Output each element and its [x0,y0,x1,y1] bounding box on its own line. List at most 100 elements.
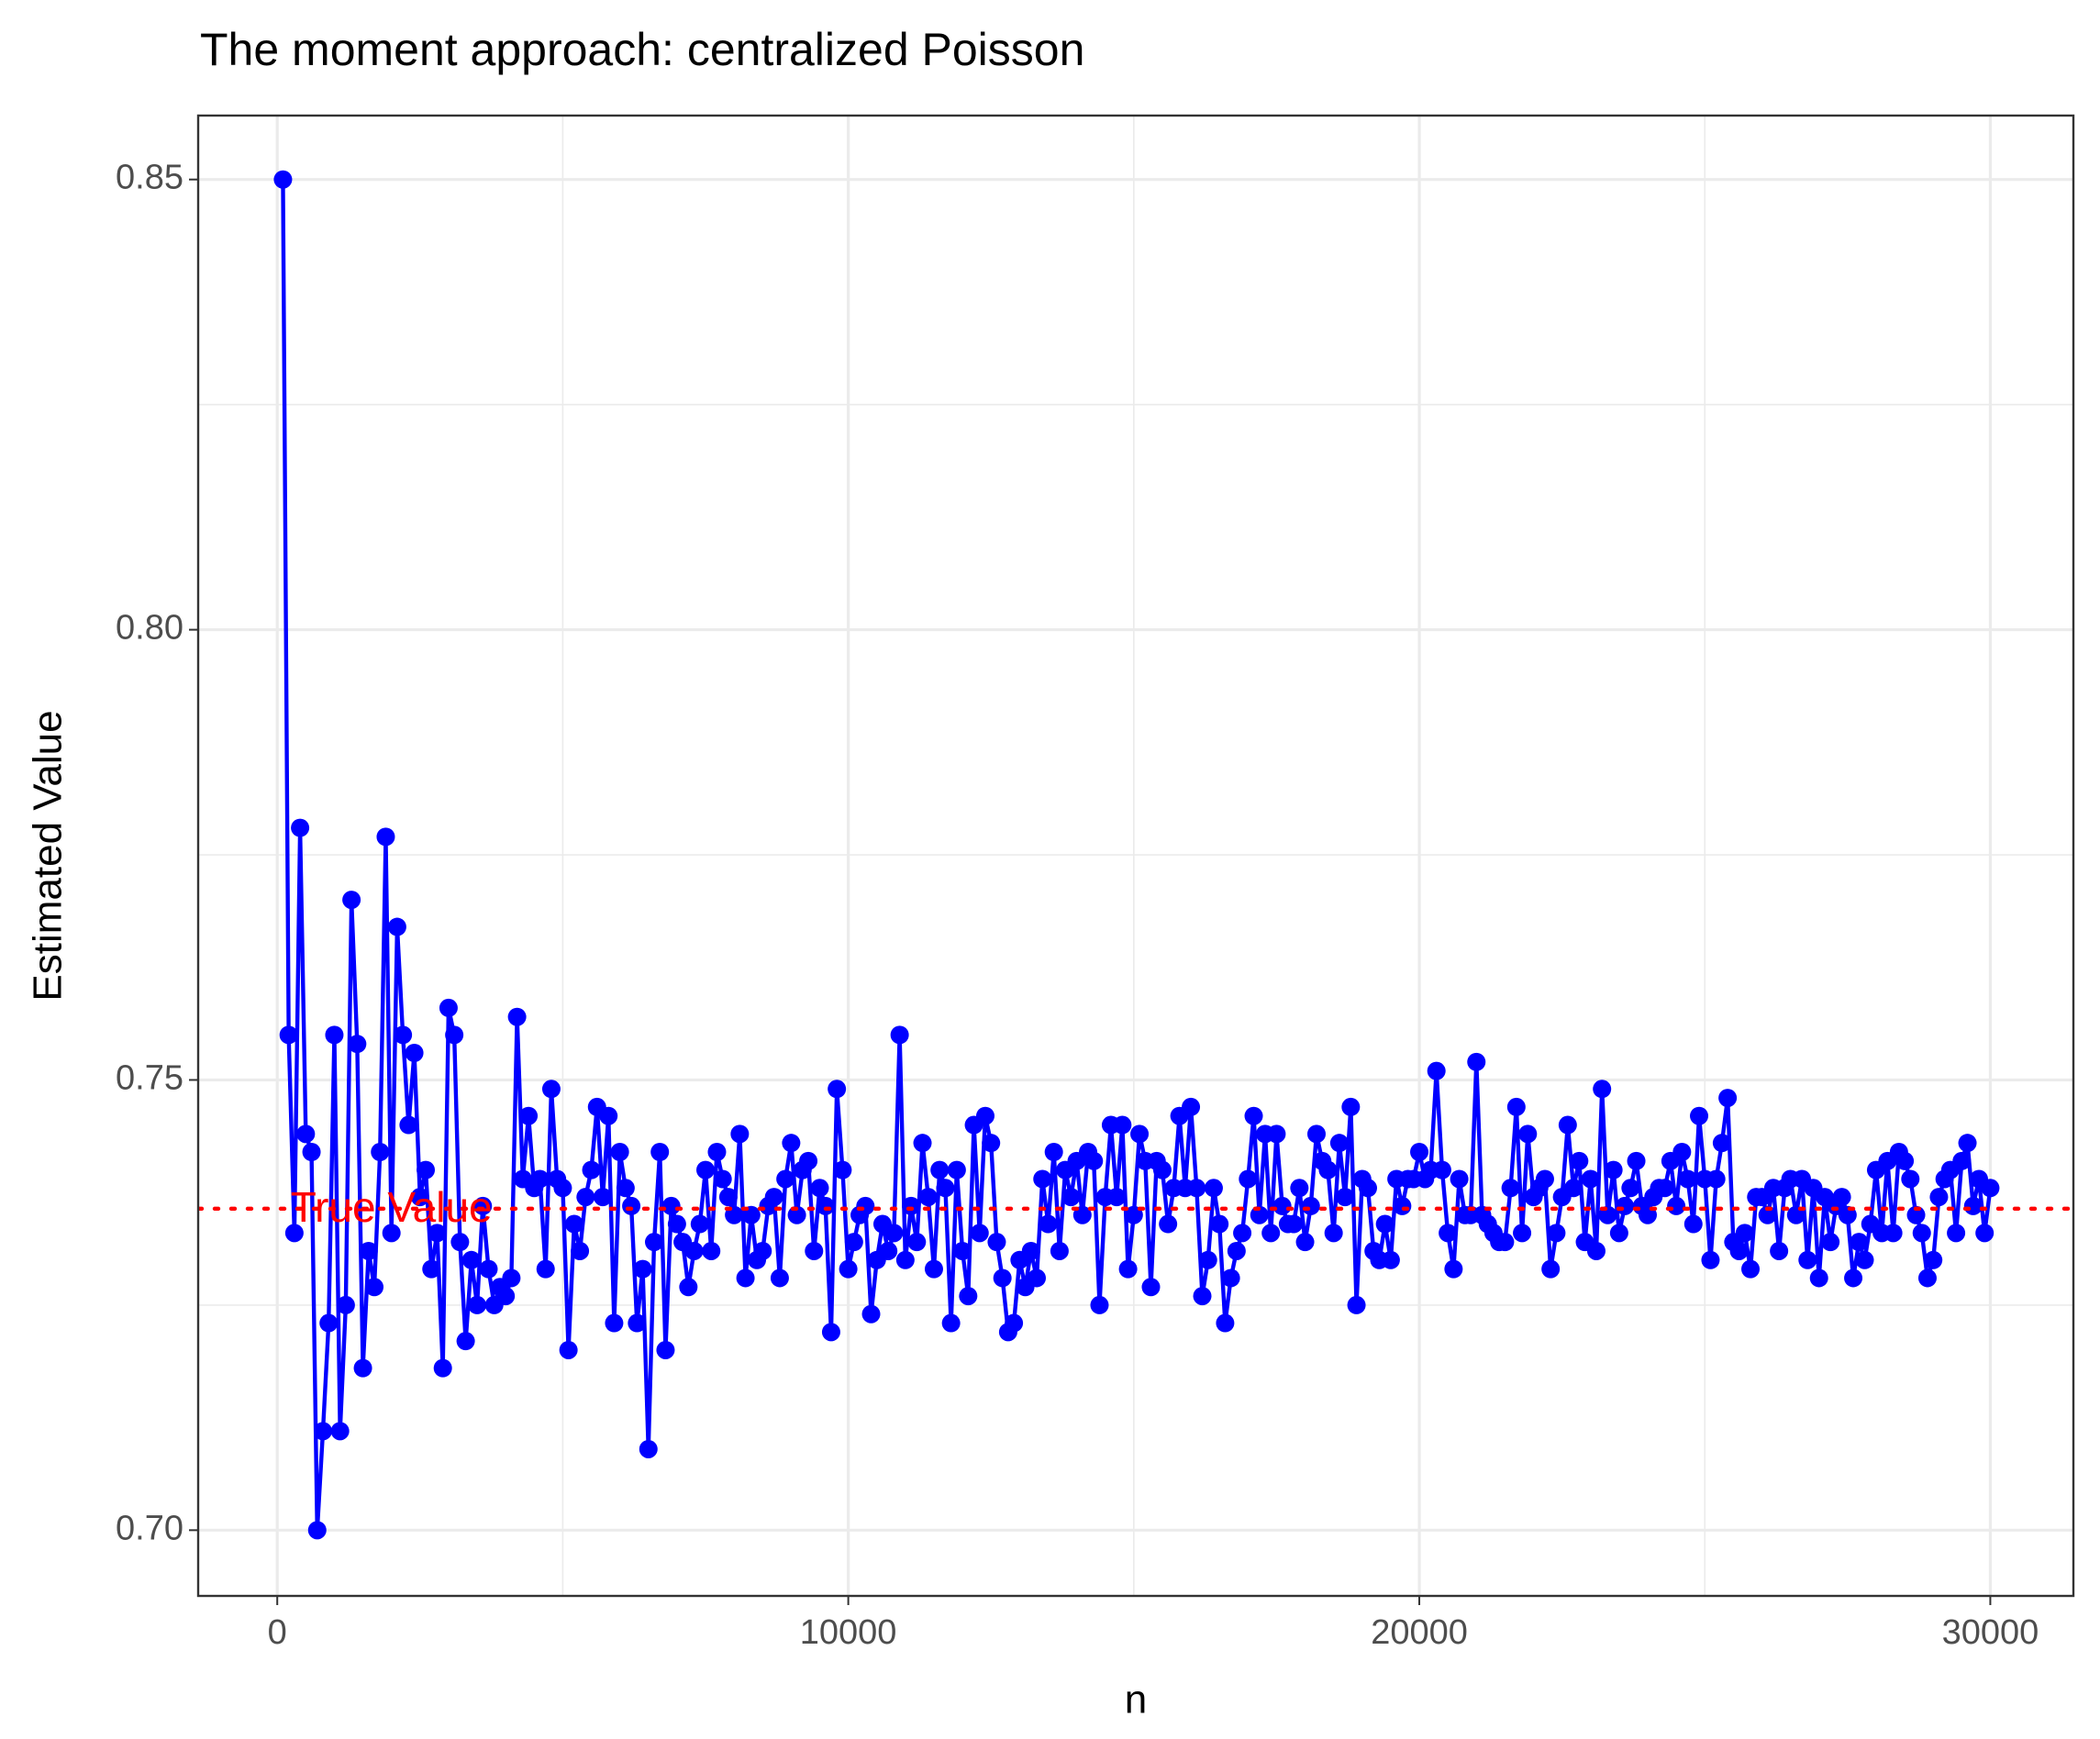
data-point [1341,1097,1361,1116]
data-point [1535,1169,1554,1189]
data-point [1963,1196,1983,1215]
data-point [1005,1313,1024,1333]
data-point [907,1233,927,1252]
data-point [1021,1241,1040,1260]
data-point [1901,1169,1920,1189]
data-point [1627,1151,1646,1170]
data-point [279,1025,298,1045]
data-point [1393,1196,1412,1215]
data-point [1912,1224,1931,1243]
data-point [1187,1179,1206,1198]
data-point [1381,1250,1400,1269]
data-point [821,1323,840,1342]
data-point [1701,1250,1720,1269]
data-point [1917,1268,1937,1288]
data-point [1033,1169,1052,1189]
data-point [1604,1160,1623,1180]
data-point [1495,1233,1515,1252]
data-point [1306,1124,1326,1144]
data-point [461,1250,481,1269]
data-point [559,1340,578,1359]
data-point [319,1313,339,1333]
y-tick-label: 0.80 [116,609,183,648]
data-point [1444,1259,1463,1279]
data-point [764,1188,783,1207]
data-point [1324,1224,1343,1243]
data-point [553,1179,572,1198]
data-point [394,1025,413,1045]
data-point [468,1295,487,1314]
data-point [690,1214,709,1234]
data-point [1290,1179,1309,1198]
data-point [679,1278,698,1297]
data-point [667,1214,686,1234]
plot [198,116,2073,1596]
data-point [702,1241,721,1260]
data-point [1718,1089,1738,1108]
data-point [1267,1124,1286,1144]
data-point [1570,1151,1589,1170]
data-point [953,1241,972,1260]
data-point [1329,1134,1349,1153]
data-point [1844,1268,1863,1288]
data-point [1193,1287,1212,1306]
data-point [895,1250,915,1269]
data-point [833,1160,852,1180]
data-point [291,818,310,837]
data-point [975,1106,994,1125]
data-point [1239,1169,1258,1189]
data-point [861,1304,881,1324]
data-point [884,1224,904,1243]
data-point [930,1160,950,1180]
data-point [1518,1124,1538,1144]
data-point [1501,1179,1520,1198]
data-point [1182,1097,1201,1116]
x-tick-label: 0 [268,1613,287,1652]
data-point [353,1358,372,1378]
data-point [1233,1224,1252,1243]
data-point [307,1521,327,1540]
data-point [1975,1224,1994,1243]
data-point [1204,1179,1223,1198]
data-point [684,1241,704,1260]
data-point [656,1340,675,1359]
data-point [1118,1259,1138,1279]
data-point [856,1196,875,1215]
data-point [1706,1169,1726,1189]
data-point [1450,1169,1469,1189]
data-point [628,1313,647,1333]
data-point [947,1160,966,1180]
data-point [1952,1151,1972,1170]
data-point [284,1224,304,1243]
data-point [1958,1134,1977,1153]
data-point [1832,1188,1851,1207]
data-point [1261,1224,1281,1243]
data-point [1221,1268,1240,1288]
x-axis-title: n [1125,1678,1147,1722]
data-point [1678,1169,1697,1189]
data-point [1809,1268,1828,1288]
data-point [918,1188,938,1207]
data-point [1564,1179,1583,1198]
data-point [770,1268,789,1288]
data-point [805,1241,824,1260]
data-point [325,1025,344,1045]
data-point [936,1179,955,1198]
data-point [1506,1097,1526,1116]
data-point [541,1080,561,1099]
data-point [387,917,406,936]
data-point [650,1142,670,1161]
data-point [1113,1115,1132,1135]
data-point [1741,1259,1761,1279]
data-point [1947,1224,1966,1243]
data-point [610,1142,629,1161]
data-point [1929,1188,1949,1207]
panel-border [196,114,2075,1598]
data-point [496,1287,516,1306]
data-point [941,1313,961,1333]
data-line [281,179,1993,1533]
data-point [993,1268,1012,1288]
data-point [313,1422,332,1441]
data-point [1690,1106,1709,1125]
